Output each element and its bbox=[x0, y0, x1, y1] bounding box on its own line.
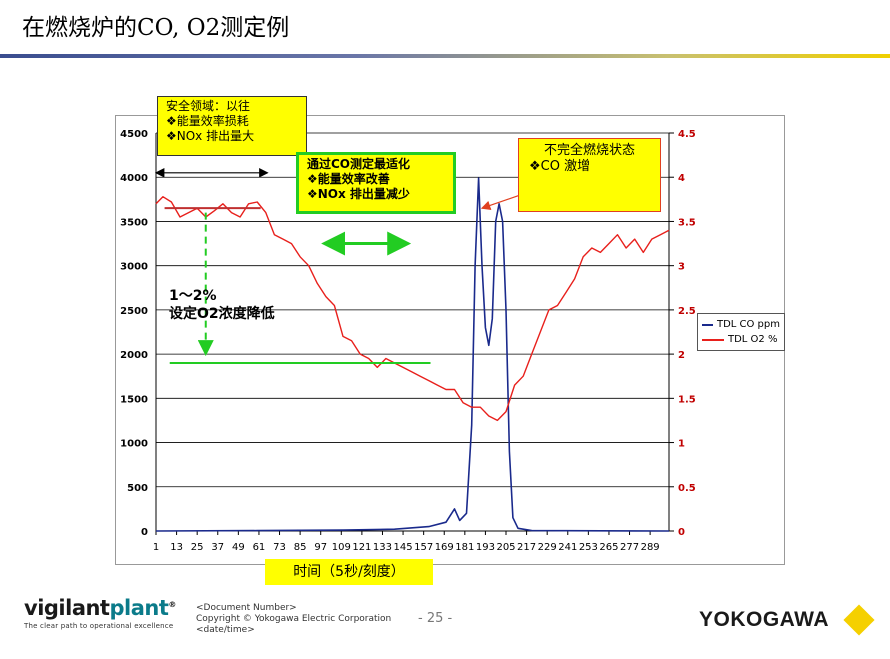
legend-swatch-o2 bbox=[702, 338, 724, 341]
x-tick-label: 85 bbox=[294, 542, 307, 553]
legend-item-o2: TDL O2 % bbox=[702, 332, 780, 347]
y-right-tick-label: 0 bbox=[678, 527, 685, 538]
x-tick-label: 1 bbox=[153, 542, 159, 553]
x-tick-label: 61 bbox=[253, 542, 266, 553]
yokogawa-diamond-icon bbox=[843, 604, 875, 636]
x-tick-label: 193 bbox=[476, 542, 495, 553]
y-left-tick-label: 2500 bbox=[120, 306, 148, 317]
x-tick-label: 157 bbox=[414, 542, 433, 553]
co-series-line bbox=[155, 177, 670, 532]
x-tick-label: 49 bbox=[232, 542, 245, 553]
o2-setpoint-label-line-1: 1～2% bbox=[169, 288, 217, 304]
x-tick-label: 253 bbox=[579, 542, 598, 553]
vigilantplant-logo: vigilantplant® The clear path to operati… bbox=[24, 596, 176, 630]
co-callout-line-1: 不完全燃烧状态 bbox=[543, 143, 635, 158]
y-left-tick-label: 3500 bbox=[120, 217, 148, 228]
optimization-callout-line-2: ❖能量效率改善 bbox=[307, 172, 390, 186]
y-right-tick-label: 4.5 bbox=[678, 129, 696, 140]
x-tick-label: 97 bbox=[314, 542, 327, 553]
safety-callout-line-1: 安全领域：以往 bbox=[166, 99, 251, 113]
safety-zone-callout: 安全领域：以往 ❖能量效率损耗 ❖NOx 排出量大 bbox=[157, 96, 307, 156]
incomplete-combustion-callout: 不完全燃烧状态 ❖CO 激增 bbox=[518, 138, 661, 212]
vigilantplant-wordmark: vigilantplant® bbox=[24, 596, 176, 620]
chart-svg: 0 500 1000 1500 2000 2500 3000 3500 4000 4500 0 0.5… bbox=[120, 129, 696, 553]
o2-setpoint-label-line-2: 设定O2浓度降低 bbox=[169, 306, 275, 323]
y-right-tick-label: 4 bbox=[678, 173, 685, 184]
y-right-tick-label: 3.5 bbox=[678, 217, 696, 228]
co-callout-line-2: ❖CO 激增 bbox=[529, 159, 591, 175]
legend-label-o2: TDL O2 % bbox=[728, 334, 778, 345]
x-tick-label: 241 bbox=[558, 542, 577, 553]
o2-setpoint-label: 1～2% 设定O2浓度降低 bbox=[169, 287, 275, 323]
y-left-tick-label: 3000 bbox=[120, 262, 148, 273]
x-tick-label: 205 bbox=[496, 542, 515, 553]
y-right-tick-label: 2.5 bbox=[678, 306, 696, 317]
x-tick-label: 265 bbox=[599, 542, 618, 553]
x-tick-label: 13 bbox=[170, 542, 183, 553]
y-right-tick-label: 1 bbox=[678, 439, 685, 450]
optimization-callout-line-1: 通过CO测定最适化 bbox=[307, 157, 411, 171]
x-tick-label: 277 bbox=[620, 542, 639, 553]
y-left-tick-label: 1500 bbox=[120, 394, 148, 405]
y-left-tick-label: 500 bbox=[127, 483, 148, 494]
slide-title: 在燃烧炉的CO, O2测定例 bbox=[22, 15, 290, 41]
x-tick-label: 37 bbox=[211, 542, 224, 553]
optimization-callout-line-3: ❖NOx 排出量减少 bbox=[307, 187, 410, 201]
y-right-tick-label: 0.5 bbox=[678, 483, 696, 494]
page-number: - 25 - bbox=[418, 611, 453, 626]
y-right-tick-label: 1.5 bbox=[678, 394, 696, 405]
copyright-text: Copyright © Yokogawa Electric Corporatio… bbox=[196, 614, 392, 624]
x-tick-label: 169 bbox=[435, 542, 454, 553]
x-tick-label: 217 bbox=[517, 542, 536, 553]
y-right-tick-label: 3 bbox=[678, 262, 685, 273]
optimization-callout: 通过CO测定最适化 ❖能量效率改善 ❖NOx 排出量减少 bbox=[296, 152, 456, 214]
safety-callout-line-3: ❖NOx 排出量大 bbox=[166, 129, 255, 143]
legend-label-co: TDL CO ppm bbox=[716, 319, 780, 330]
x-tick-label: 229 bbox=[538, 542, 557, 553]
x-tick-label: 289 bbox=[641, 542, 660, 553]
x-tick-label: 25 bbox=[191, 542, 204, 553]
y-left-tick-label: 4500 bbox=[120, 129, 148, 140]
document-info: <Document Number> Copyright © Yokogawa E… bbox=[196, 603, 391, 636]
x-tick-label: 181 bbox=[455, 542, 474, 553]
document-date: <date/time> bbox=[196, 625, 255, 635]
legend-item-co: TDL CO ppm bbox=[702, 317, 780, 332]
chart-legend: TDL CO ppm TDL O2 % bbox=[697, 313, 785, 351]
plant-text: plant bbox=[109, 596, 169, 620]
registered-mark: ® bbox=[168, 600, 176, 609]
vigilant-text: vigilant bbox=[24, 596, 110, 620]
y-left-tick-label: 4000 bbox=[120, 173, 148, 184]
x-tick-label: 133 bbox=[373, 542, 392, 553]
safety-callout-line-2: ❖能量效率损耗 bbox=[166, 114, 249, 128]
title-rule bbox=[0, 54, 890, 58]
x-tick-label: 109 bbox=[332, 542, 351, 553]
document-number: <Document Number> bbox=[196, 603, 297, 613]
y-left-tick-label: 0 bbox=[141, 527, 148, 538]
y-right-tick-label: 2 bbox=[678, 350, 685, 361]
o2-series-line bbox=[155, 196, 670, 422]
x-axis-label: 时间（5秒/刻度） bbox=[265, 559, 433, 585]
y-left-tick-label: 2000 bbox=[120, 350, 148, 361]
legend-swatch-co bbox=[702, 323, 713, 326]
vigilantplant-tagline: The clear path to operational excellence bbox=[24, 622, 174, 630]
yokogawa-logo: YOKOGAWA bbox=[699, 608, 830, 631]
x-tick-label: 121 bbox=[352, 542, 371, 553]
x-tick-label: 73 bbox=[273, 542, 286, 553]
y-left-tick-label: 1000 bbox=[120, 439, 148, 450]
x-tick-label: 145 bbox=[394, 542, 413, 553]
